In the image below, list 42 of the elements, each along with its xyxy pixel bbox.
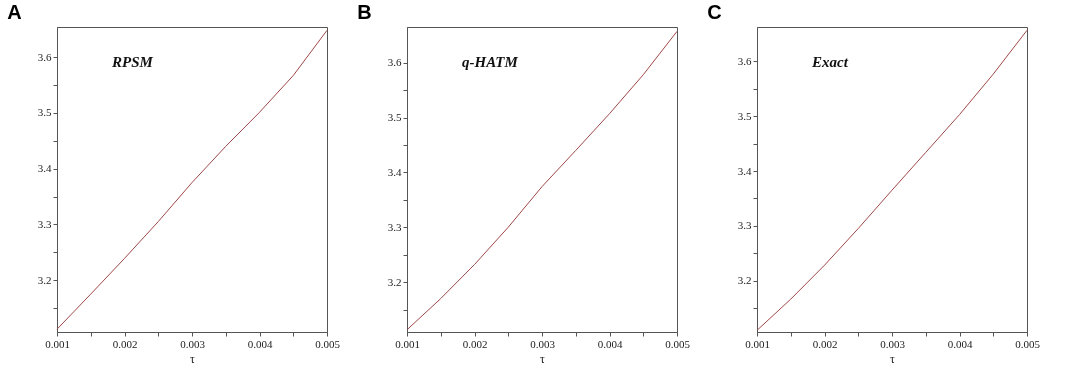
- x-tick-label: 0.004: [247, 337, 273, 350]
- x-tick-label: 0.003: [880, 337, 906, 350]
- y-tick-label: 3.4: [37, 162, 52, 175]
- y-tick-label: 3.2: [737, 274, 752, 287]
- y-tick-label: 3.3: [37, 217, 52, 230]
- x-tick-label: 0.003: [180, 337, 206, 350]
- y-tick-label: 3.2: [37, 273, 52, 286]
- x-tick-label: 0.003: [530, 337, 556, 350]
- x-axis-title: τ: [540, 351, 546, 366]
- chart-title: A: [7, 1, 22, 23]
- x-tick-label: 0.002: [112, 337, 138, 350]
- chart-title: B: [357, 1, 372, 23]
- x-tick-label: 0.005: [315, 337, 341, 350]
- x-tick-label: 0.002: [462, 337, 488, 350]
- y-tick-label: 3.6: [387, 56, 402, 69]
- x-tick-label: 0.005: [1015, 337, 1041, 350]
- x-tick-label: 0.002: [812, 337, 838, 350]
- y-tick-label: 3.6: [37, 50, 52, 63]
- x-axis-title: τ: [890, 351, 896, 366]
- annotation: q-HATM: [462, 54, 519, 70]
- y-tick-label: 3.6: [737, 55, 752, 67]
- annotation: Exact: [811, 54, 849, 70]
- y-tick-label: 3.2: [387, 275, 402, 288]
- x-tick-label: 0.004: [947, 337, 973, 350]
- y-tick-label: 3.5: [387, 111, 402, 124]
- x-tick-label: 0.001: [395, 337, 420, 350]
- y-tick-label: 3.4: [387, 165, 402, 178]
- chart-title: C: [707, 1, 722, 23]
- x-tick-label: 0.005: [665, 337, 691, 350]
- x-tick-label: 0.001: [745, 337, 770, 350]
- y-tick-label: 3.3: [737, 219, 752, 232]
- annotation: RPSM: [111, 54, 154, 70]
- y-tick-label: 3.3: [387, 220, 402, 233]
- line-series: [56, 29, 328, 330]
- x-tick-label: 0.004: [597, 337, 623, 350]
- x-axis-title: τ: [190, 351, 196, 366]
- y-tick-label: 3.5: [737, 109, 752, 122]
- y-tick-label: 3.5: [37, 106, 52, 119]
- x-tick-label: 0.001: [45, 337, 70, 350]
- line-series: [406, 30, 678, 331]
- y-tick-label: 3.4: [737, 164, 752, 177]
- line-series: [756, 29, 1028, 331]
